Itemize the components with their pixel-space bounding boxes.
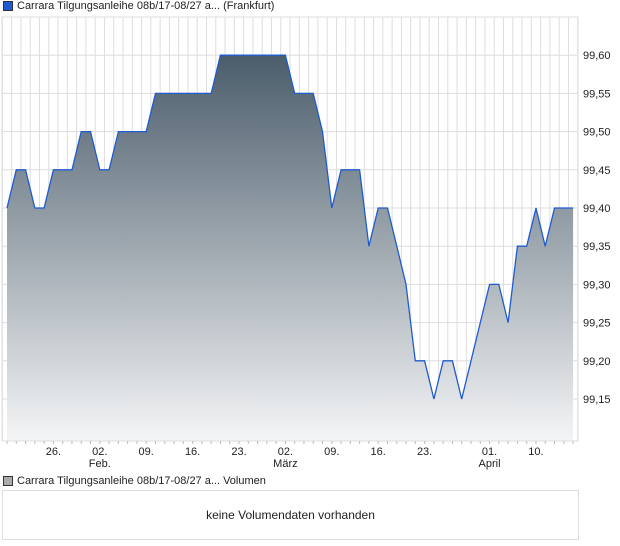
x-month-label: Feb.	[89, 458, 111, 470]
x-tick-label: 09.	[324, 446, 339, 458]
x-month-label: März	[273, 458, 297, 470]
price-legend: Carrara Tilgungsanleihe 08b/17-08/27 a..…	[3, 0, 274, 12]
y-tick-label: 99,40	[583, 203, 611, 215]
volume-legend: Carrara Tilgungsanleihe 08b/17-08/27 a..…	[3, 475, 266, 487]
y-tick-label: 99,55	[583, 88, 611, 100]
x-tick-label: 02.	[278, 446, 293, 458]
y-tick-label: 99,20	[583, 356, 611, 368]
y-tick-label: 99,30	[583, 279, 611, 291]
y-tick-label: 99,35	[583, 241, 611, 253]
price-line	[6, 54, 574, 400]
price-chart: 99,60 99,55 99,50 99,45 99,40 99,35 99,30 99,25…	[1, 16, 611, 470]
x-tick-label: 23.	[417, 446, 432, 458]
price-legend-swatch-icon	[3, 1, 13, 11]
x-tick-label: 09.	[139, 446, 154, 458]
x-tick-label: 10.	[528, 446, 543, 458]
price-legend-label: Carrara Tilgungsanleihe 08b/17-08/27 a..…	[17, 0, 275, 12]
x-tick-label: 23.	[231, 446, 246, 458]
plot-frame	[1, 16, 579, 442]
x-tick-label: 01.	[482, 446, 497, 458]
volume-legend-swatch-icon	[3, 476, 13, 486]
y-tick-label: 99,45	[583, 165, 611, 177]
y-tick-label: 99,50	[583, 127, 611, 139]
x-tick-label: 16.	[185, 446, 200, 458]
y-tick-label: 99,15	[583, 394, 611, 406]
volume-panel: keine Volumendaten vorhanden	[2, 490, 579, 540]
y-tick-label: 99,60	[583, 50, 611, 62]
x-tick-label: 16.	[371, 446, 386, 458]
x-tick-label: 26.	[46, 446, 61, 458]
volume-empty-message: keine Volumendaten vorhanden	[206, 508, 375, 522]
x-tick-label: 02.	[92, 446, 107, 458]
y-tick-label: 99,25	[583, 318, 611, 330]
x-month-label: April	[479, 458, 501, 470]
volume-legend-label: Carrara Tilgungsanleihe 08b/17-08/27 a..…	[17, 475, 266, 487]
y-axis: 99,60 99,55 99,50 99,45 99,40 99,35 99,30 99,25…	[583, 50, 611, 406]
price-area	[7, 55, 574, 441]
